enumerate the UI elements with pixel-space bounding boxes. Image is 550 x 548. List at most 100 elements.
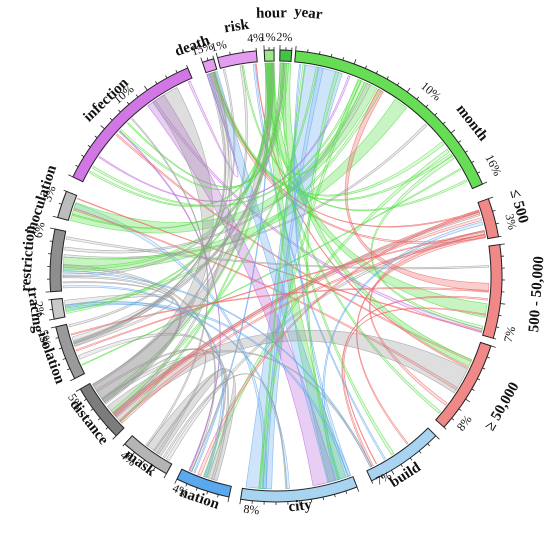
tick-mark	[443, 426, 447, 430]
chord-ribbon	[187, 73, 239, 178]
tick-mark	[498, 235, 502, 238]
tick-mark	[105, 426, 109, 430]
chord-ribbon	[64, 301, 352, 477]
chord-ribbon	[341, 295, 489, 467]
chord-ribbon	[255, 63, 469, 369]
chord-ribbon	[75, 230, 485, 352]
percent-label-city: 8%	[243, 502, 260, 518]
tick-mark	[427, 443, 430, 447]
percent-label-death: 15%	[189, 38, 214, 58]
chord-ribbon	[146, 368, 236, 482]
tick-mark	[471, 388, 475, 391]
tick-mark	[375, 70, 379, 74]
tick-mark	[406, 87, 411, 93]
percent-label-hour: 1%	[259, 30, 275, 45]
tick-mark	[215, 52, 218, 58]
segment-label-city: city	[288, 497, 313, 515]
chord-ribbon	[356, 234, 486, 445]
chord-ribbon	[64, 293, 174, 347]
tick-mark	[195, 487, 198, 491]
tick-mark	[63, 189, 67, 192]
tick-mark	[482, 181, 488, 185]
segment-label-ge50000: ≥ 50,000	[482, 380, 522, 434]
tick-mark	[356, 486, 360, 492]
tick-mark	[365, 65, 367, 69]
tick-mark	[396, 82, 400, 86]
percent-label-nation: 4%	[170, 481, 190, 500]
tick-mark	[174, 478, 178, 484]
tick-mark	[458, 408, 462, 411]
tick-mark	[345, 490, 348, 494]
tick-mark	[66, 368, 71, 371]
tick-mark	[49, 227, 56, 230]
segment-arc-month	[294, 50, 484, 190]
ribbon-layer	[62, 62, 490, 490]
segment-arc-tracing	[50, 297, 66, 320]
tick-mark	[81, 154, 85, 158]
chord-ribbon	[62, 275, 182, 405]
tick-mark	[135, 94, 139, 98]
tick-mark	[434, 112, 438, 116]
percent-label-year: 2%	[276, 30, 292, 45]
tick-mark	[87, 145, 91, 148]
tick-mark	[185, 483, 188, 487]
chord-ribbon	[71, 62, 286, 229]
segment-arc-le500	[477, 198, 500, 240]
tick-mark	[175, 69, 178, 73]
chord-ribbon	[113, 217, 482, 418]
tick-mark	[477, 378, 481, 381]
segment-arc-inoculation	[57, 190, 78, 221]
tick-mark	[75, 388, 81, 392]
chord-ribbon	[252, 63, 386, 460]
segment-label-year: year	[293, 4, 323, 23]
chord-ribbon	[267, 62, 366, 175]
percent-label-restriction: 6%	[31, 221, 48, 239]
segment-arc-risk	[216, 50, 258, 69]
tick-mark	[482, 367, 486, 370]
chord-ribbon	[68, 68, 236, 328]
segment-arc-mask	[124, 435, 173, 475]
chord-ribbon	[92, 62, 275, 399]
tick-mark	[109, 117, 113, 121]
segment-arc-isolation	[55, 323, 86, 380]
chord-ribbon	[344, 88, 490, 292]
tick-mark	[353, 59, 357, 65]
tick-mark	[58, 202, 62, 205]
chord-ribbon	[92, 87, 214, 404]
chord-ribbon	[119, 233, 486, 424]
tick-mark	[163, 473, 167, 479]
tick-mark	[319, 51, 321, 55]
chord-ribbon	[370, 155, 484, 330]
arc-layer	[49, 49, 503, 503]
tick-mark	[155, 81, 158, 85]
tick-mark	[450, 129, 456, 134]
tick-mark	[493, 337, 497, 340]
tick-mark	[334, 494, 336, 498]
segment-arc-restriction	[49, 228, 67, 293]
percent-label-inoculation: 3%	[40, 184, 59, 204]
tick-mark	[381, 475, 384, 479]
chord-ribbon	[258, 64, 306, 489]
segment-arc-distance	[79, 382, 125, 437]
tick-mark	[227, 496, 230, 503]
chord-ribbon	[282, 62, 395, 456]
tick-mark	[52, 215, 58, 218]
tick-mark	[418, 450, 422, 454]
tick-mark	[90, 408, 94, 411]
tick-mark	[206, 491, 209, 495]
tick-mark	[186, 65, 189, 69]
tick-mark	[75, 164, 79, 168]
segment-label-risk: risk	[223, 17, 251, 37]
tick-mark	[500, 303, 506, 305]
tick-mark	[330, 53, 333, 57]
chord-ribbon	[262, 67, 324, 490]
tick-mark	[371, 480, 374, 484]
tick-mark	[464, 150, 468, 153]
percent-label-ge50000: 8%	[454, 412, 475, 433]
chord-ribbon	[63, 123, 428, 260]
tick-mark	[58, 347, 62, 350]
tick-mark	[229, 51, 231, 55]
tick-mark	[409, 457, 413, 461]
tick-mark	[442, 121, 446, 125]
percent-label-month: 16%	[482, 152, 504, 178]
